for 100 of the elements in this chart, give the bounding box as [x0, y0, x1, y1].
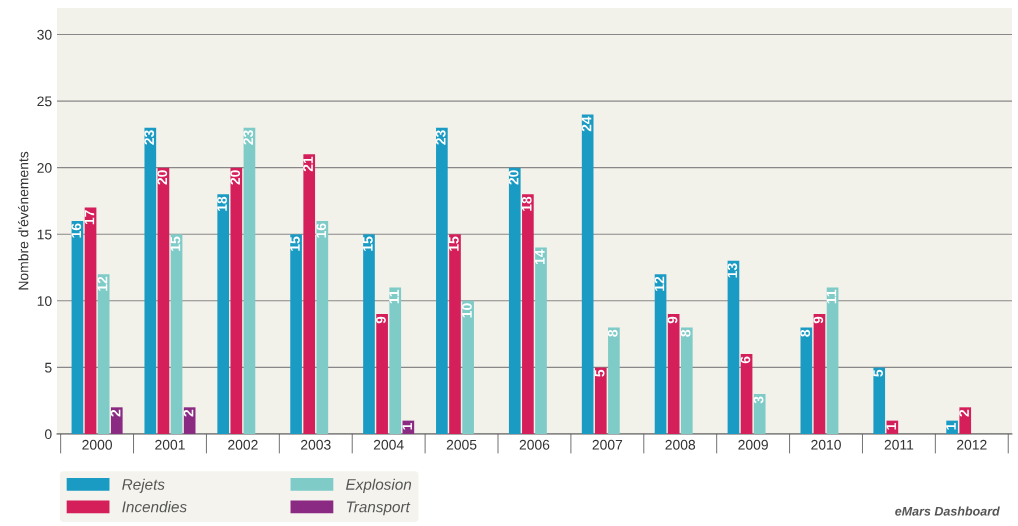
- data-label: 15: [449, 236, 459, 251]
- y-tick-label: 30: [37, 29, 52, 40]
- bar: [800, 327, 813, 434]
- data-label: 20: [508, 170, 519, 185]
- data-label: 8: [607, 329, 618, 337]
- bar: [97, 274, 110, 434]
- data-label: 1: [402, 423, 412, 430]
- bar: [217, 194, 230, 434]
- bar: [84, 207, 97, 434]
- bar: [183, 407, 196, 434]
- data-label: 9: [667, 316, 678, 324]
- x-tick-label: 2011: [884, 439, 914, 450]
- y-tick-label: 15: [37, 229, 52, 240]
- x-tick-label: 2008: [665, 439, 696, 450]
- data-label: 13: [727, 263, 738, 278]
- data-label: 23: [435, 130, 446, 145]
- bar: [959, 407, 972, 434]
- data-label: 14: [535, 249, 545, 265]
- bar: [230, 167, 243, 434]
- x-tick-label: 2002: [228, 439, 258, 450]
- bar: [170, 234, 183, 434]
- bar: [508, 167, 521, 434]
- bar: [363, 234, 375, 434]
- y-tick-label: 20: [37, 163, 52, 173]
- bar: [522, 194, 534, 434]
- data-label: 1: [886, 423, 896, 430]
- bar: [71, 220, 84, 434]
- bar: [727, 260, 740, 434]
- x-tick-label: 2000: [82, 439, 113, 450]
- data-label: 5: [873, 369, 883, 377]
- bar: [449, 234, 461, 434]
- data-label: 9: [376, 316, 386, 324]
- data-label: 12: [97, 276, 108, 291]
- bar: [813, 314, 826, 434]
- bar: [608, 327, 620, 434]
- data-label: 15: [290, 236, 300, 251]
- x-tick-label: 2010: [811, 439, 841, 450]
- data-label: 11: [389, 289, 399, 304]
- y-tick-label: 0: [44, 429, 52, 440]
- legend-label: Incendies: [122, 501, 187, 513]
- x-tick-label: 2005: [446, 439, 477, 450]
- bar: [753, 394, 766, 434]
- bar: [376, 314, 388, 434]
- legend-label: Explosion: [346, 478, 412, 493]
- data-label: 2: [110, 409, 121, 417]
- bar: [535, 247, 547, 434]
- x-tick-label: 2003: [301, 439, 331, 450]
- bar: [873, 367, 886, 434]
- data-label: 15: [363, 236, 373, 251]
- bar: [436, 127, 448, 434]
- data-label: 1: [946, 423, 956, 430]
- data-label: 3: [753, 396, 764, 404]
- data-label: 2: [183, 409, 194, 417]
- data-label: 8: [680, 329, 691, 337]
- bar: [462, 300, 474, 434]
- data-label: 24: [581, 116, 592, 132]
- y-axis-title: Nombre d'événements: [18, 151, 29, 290]
- x-tick-label: 2001: [155, 439, 185, 450]
- data-label: 21: [303, 156, 313, 172]
- bar: [316, 220, 329, 434]
- bar: [303, 154, 316, 434]
- data-label: 23: [144, 130, 155, 145]
- data-label: 16: [71, 223, 82, 238]
- data-label: 16: [316, 223, 327, 238]
- text: eMars Dashboard: [895, 506, 1000, 516]
- data-label: 18: [521, 196, 532, 211]
- data-label: 15: [170, 236, 181, 251]
- x-tick-label: 2007: [592, 439, 623, 450]
- bar: [110, 407, 123, 434]
- bar: [581, 114, 594, 434]
- y-tick-label: 25: [37, 96, 52, 107]
- bar: [389, 287, 402, 434]
- bar: [157, 167, 170, 434]
- x-tick-label: 2006: [519, 439, 550, 450]
- bar: [826, 287, 839, 434]
- data-label: 12: [654, 276, 665, 291]
- bar: [243, 127, 256, 434]
- data-label: 11: [826, 289, 837, 304]
- data-label: 18: [217, 196, 227, 211]
- data-label: 6: [740, 356, 751, 364]
- data-label: 20: [157, 170, 168, 185]
- data-label: 5: [594, 369, 605, 377]
- bar: [667, 314, 680, 434]
- data-label: 2: [959, 409, 969, 417]
- data-label: 8: [800, 329, 811, 337]
- legend-label: Rejets: [122, 478, 165, 493]
- bar: [740, 354, 753, 434]
- bar: [594, 367, 607, 434]
- y-tick-label: 5: [44, 362, 52, 373]
- bar: [654, 274, 667, 434]
- x-tick-label: 2004: [373, 439, 404, 450]
- y-tick-label: 10: [37, 296, 52, 306]
- bar: [680, 327, 693, 434]
- data-label: 20: [230, 170, 241, 185]
- data-label: 17: [84, 210, 95, 225]
- data-label: 9: [813, 316, 824, 324]
- bar: [290, 234, 302, 434]
- x-tick-label: 2012: [957, 439, 987, 450]
- legend-label: Transport: [346, 501, 411, 516]
- data-label: 10: [462, 303, 472, 318]
